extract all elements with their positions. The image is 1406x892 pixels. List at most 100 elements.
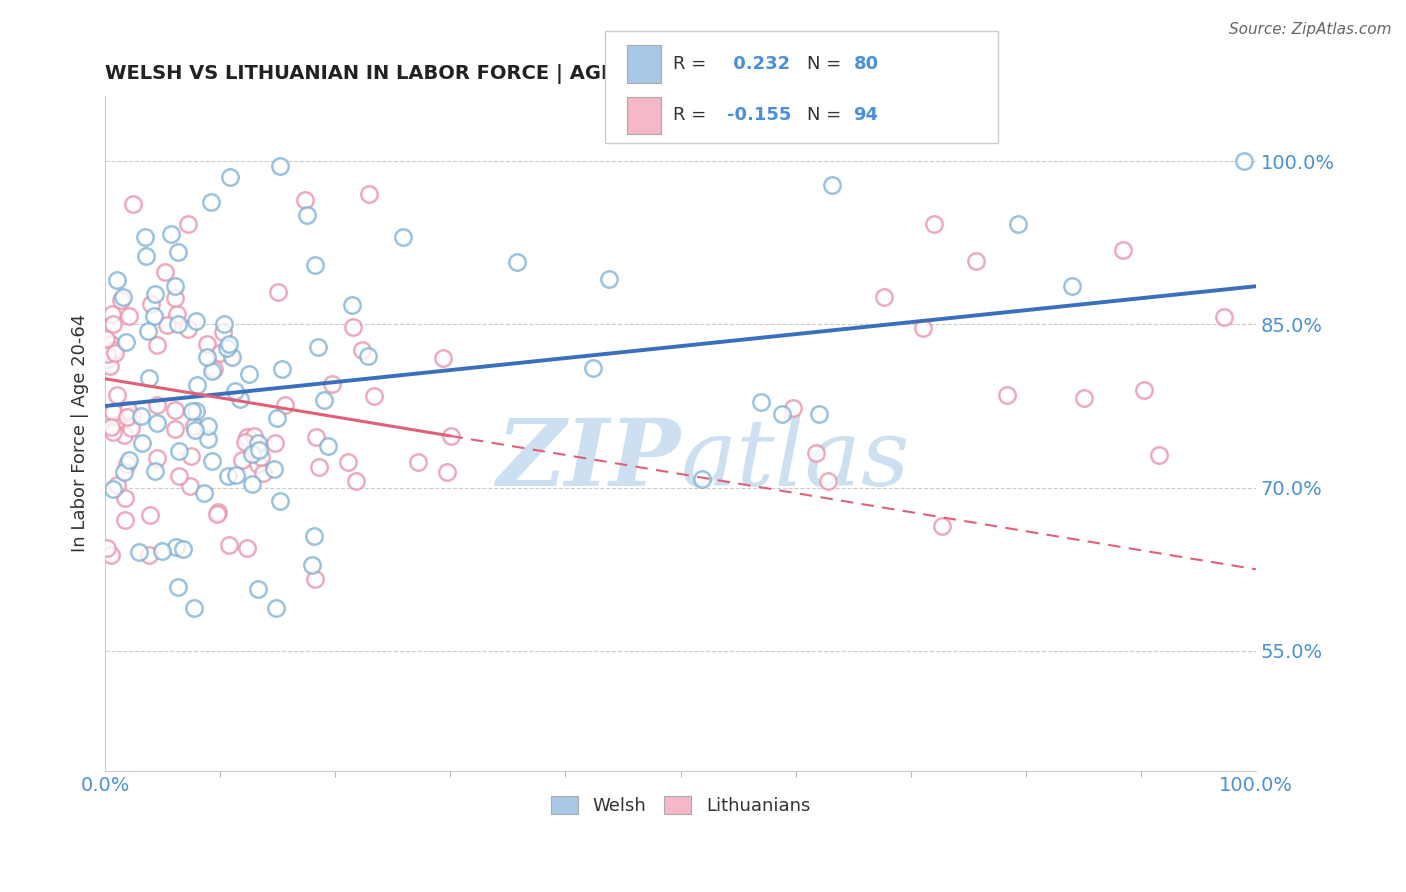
Point [143,463,166,477]
Point [134,230,156,244]
Point [749,395,772,409]
Point [177,217,200,231]
Point [163,279,186,293]
Point [252,466,274,480]
Point [304,572,326,586]
Point [143,287,166,301]
Point [201,454,224,468]
Point [1233,154,1256,169]
Point [432,351,454,365]
Point [356,349,378,363]
Point [808,407,831,421]
Point [966,253,988,268]
Legend: Welsh, Lithuanians: Welsh, Lithuanians [544,789,817,822]
Point [135,250,157,264]
Point [115,410,138,425]
Point [146,338,169,352]
Point [250,450,273,464]
Point [153,265,176,279]
Point [336,455,359,469]
Point [115,457,138,471]
Point [163,291,186,305]
Point [160,227,183,241]
Point [231,453,253,467]
Point [104,346,127,360]
Point [297,208,319,222]
Point [782,401,804,416]
Point [200,195,222,210]
Point [105,387,128,401]
Point [195,350,218,364]
Point [218,336,240,351]
Point [183,600,205,615]
Point [304,259,326,273]
Point [169,468,191,483]
Point [180,450,202,464]
Point [165,422,187,436]
Point [201,363,224,377]
Point [1112,243,1135,257]
Point [110,293,132,307]
Point [307,340,329,354]
Point [931,519,953,533]
Text: 94: 94 [853,106,879,124]
Point [997,388,1019,402]
Point [103,404,125,418]
Point [316,439,339,453]
Text: ZIP: ZIP [496,415,681,505]
Text: atlas: atlas [681,415,910,505]
Point [165,540,187,554]
Point [142,310,165,324]
Point [246,458,269,472]
Point [138,548,160,562]
Point [273,398,295,412]
Point [304,529,326,543]
Point [146,417,169,431]
Y-axis label: In Labor Force | Age 20-64: In Labor Force | Age 20-64 [72,314,89,552]
Point [236,541,259,556]
Point [146,451,169,466]
Point [218,169,240,184]
Text: N =: N = [807,106,846,124]
Point [1147,448,1170,462]
Point [186,377,208,392]
Point [266,411,288,425]
Point [770,408,793,422]
Point [184,314,207,328]
Point [211,326,233,340]
Point [184,423,207,437]
Point [246,582,269,597]
Point [180,404,202,418]
Point [96,541,118,556]
Point [270,361,292,376]
Point [103,343,125,358]
Text: WELSH VS LITHUANIAN IN LABOR FORCE | AGE 20-64 CORRELATION CHART: WELSH VS LITHUANIAN IN LABOR FORCE | AGE… [105,64,924,84]
Point [177,322,200,336]
Point [186,404,208,418]
Point [340,297,363,311]
Point [207,505,229,519]
Point [506,254,529,268]
Point [193,486,215,500]
Point [167,580,190,594]
Point [817,474,839,488]
Point [314,392,336,407]
Point [112,465,135,479]
Point [406,455,429,469]
Point [172,542,194,557]
Point [120,421,142,435]
Point [240,447,263,461]
Text: R =: R = [673,106,713,124]
Point [167,244,190,259]
Text: -0.155: -0.155 [727,106,792,124]
Point [117,403,139,417]
Point [167,317,190,331]
Point [344,474,367,488]
Point [202,362,225,376]
Point [308,459,330,474]
Point [163,403,186,417]
Point [873,290,896,304]
Point [114,491,136,505]
Text: Source: ZipAtlas.com: Source: ZipAtlas.com [1229,22,1392,37]
Point [114,513,136,527]
